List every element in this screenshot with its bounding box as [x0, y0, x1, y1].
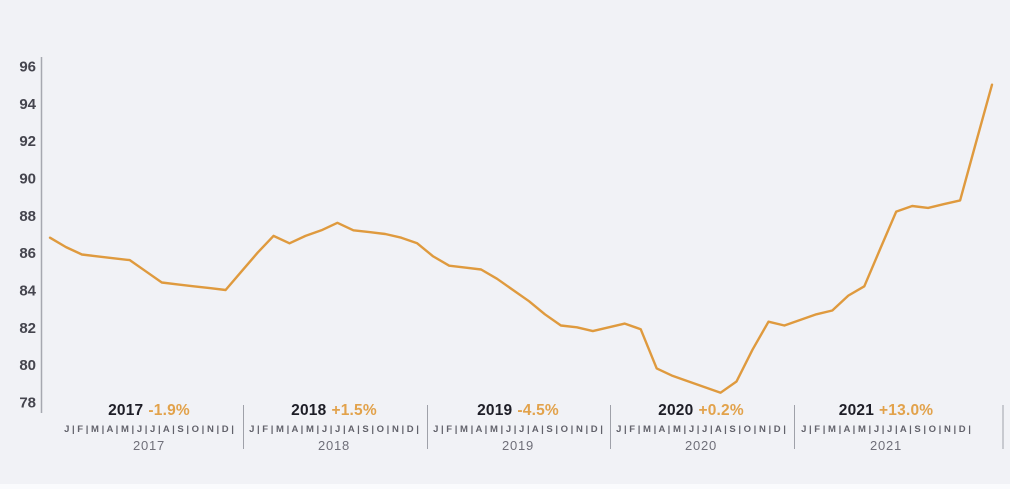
y-axis-tick: 84: [19, 283, 36, 300]
y-axis-tick: 80: [19, 357, 36, 374]
year-group-2018: 2018 +1.5% J | F | M | A | M | J | J | A …: [239, 401, 429, 453]
month-axis-labels: J | F | M | A | M | J | J | A | S | O | …: [64, 424, 234, 435]
annotation-change: +0.2%: [698, 402, 744, 419]
annotation-year: 2020: [658, 402, 694, 419]
year-group-2020: 2020 +0.2% J | F | M | A | M | J | J | A …: [606, 401, 796, 453]
y-axis-tick: 90: [19, 171, 36, 188]
year-axis-label: 2017: [132, 438, 166, 453]
year-change-annotation: 2020 +0.2%: [658, 401, 744, 420]
annotation-year: 2021: [838, 402, 875, 419]
year-group-2017: 2017 -1.9% J | F | M | A | M | J | J | A …: [54, 401, 244, 453]
y-axis-tick: 94: [19, 96, 36, 113]
y-axis-tick: 78: [19, 395, 36, 412]
month-axis-labels: J | F | M | A | M | J | J | A | S | O | …: [433, 424, 603, 435]
y-axis-tick: 92: [19, 133, 36, 150]
year-axis-label: 2019: [501, 438, 535, 453]
bottom-strip: [0, 484, 1010, 489]
y-axis-tick: 82: [19, 320, 36, 337]
month-axis-labels: J | F | M | A | M | J | J | A | S | O | …: [616, 424, 786, 435]
year-change-annotation: 2017 -1.9%: [108, 401, 190, 420]
annotation-change: +13.0%: [879, 402, 934, 419]
year-group-2019: 2019 -4.5% J | F | M | A | M | J | J | A …: [423, 401, 613, 453]
month-axis-labels: J | F | M | A | M | J | J | A | S | O | …: [801, 424, 971, 435]
year-axis-label: 2020: [684, 438, 718, 453]
year-group-2021: 2021 +13.0% J | F | M | A | M | J | J | A…: [791, 401, 981, 453]
year-change-annotation: 2021 +13.0%: [839, 401, 934, 420]
year-change-annotation: 2018 +1.5%: [291, 401, 377, 420]
annotation-year: 2019: [477, 402, 513, 419]
year-change-annotation: 2019 -4.5%: [477, 401, 559, 420]
y-axis-tick: 96: [19, 59, 36, 76]
annotation-year: 2018: [291, 402, 327, 419]
annotation-change: +1.5%: [331, 402, 377, 419]
annotation-change: -1.9%: [148, 402, 190, 419]
y-axis-tick: 86: [19, 245, 36, 262]
year-axis-label: 2018: [317, 438, 351, 453]
index-line: [48, 83, 994, 394]
month-axis-labels: J | F | M | A | M | J | J | A | S | O | …: [249, 424, 419, 435]
annotation-change: -4.5%: [517, 402, 559, 419]
y-axis-tick: 88: [19, 208, 36, 225]
annotation-year: 2017: [108, 402, 144, 419]
year-axis-label: 2021: [869, 438, 903, 453]
